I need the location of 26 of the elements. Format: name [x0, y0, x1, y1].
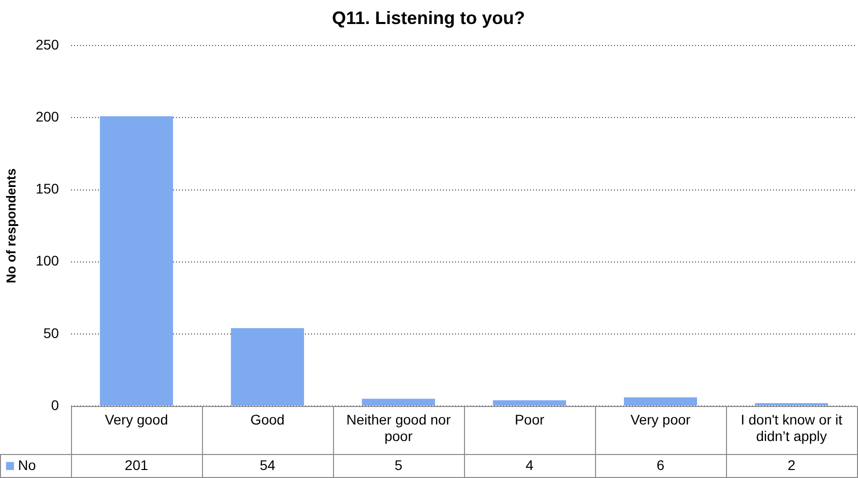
bar: [492, 400, 566, 406]
y-tick-label: 250: [36, 36, 60, 52]
data-label: 201: [124, 456, 148, 473]
y-tick-label: 100: [36, 252, 60, 269]
x-tick-label: Very poor: [630, 411, 691, 428]
bar: [362, 398, 436, 406]
data-label: 54: [260, 456, 276, 473]
y-tick-label: 200: [36, 108, 60, 125]
data-label: 6: [656, 456, 665, 473]
data-label: 4: [526, 456, 534, 473]
data-label: 2: [788, 456, 796, 473]
y-tick-label: 150: [36, 180, 60, 197]
bar: [100, 116, 174, 406]
x-tick-label: Very good: [104, 411, 168, 428]
x-tick-label: Good: [250, 411, 285, 428]
y-tick-label: 0: [51, 396, 60, 413]
x-tick-label: Neither good nor poor: [346, 411, 451, 444]
chart-title: Q11. Listening to you?: [332, 8, 526, 28]
y-axis-title: No of respondents: [3, 168, 18, 284]
legend-label: No: [18, 456, 36, 473]
bar: [230, 328, 304, 406]
y-tick-label: 50: [43, 324, 60, 341]
bar: [624, 397, 698, 406]
x-tick-label: I don't know or it didn’t apply: [740, 411, 842, 444]
x-tick-label: Poor: [514, 411, 545, 428]
data-label: 5: [394, 456, 403, 473]
